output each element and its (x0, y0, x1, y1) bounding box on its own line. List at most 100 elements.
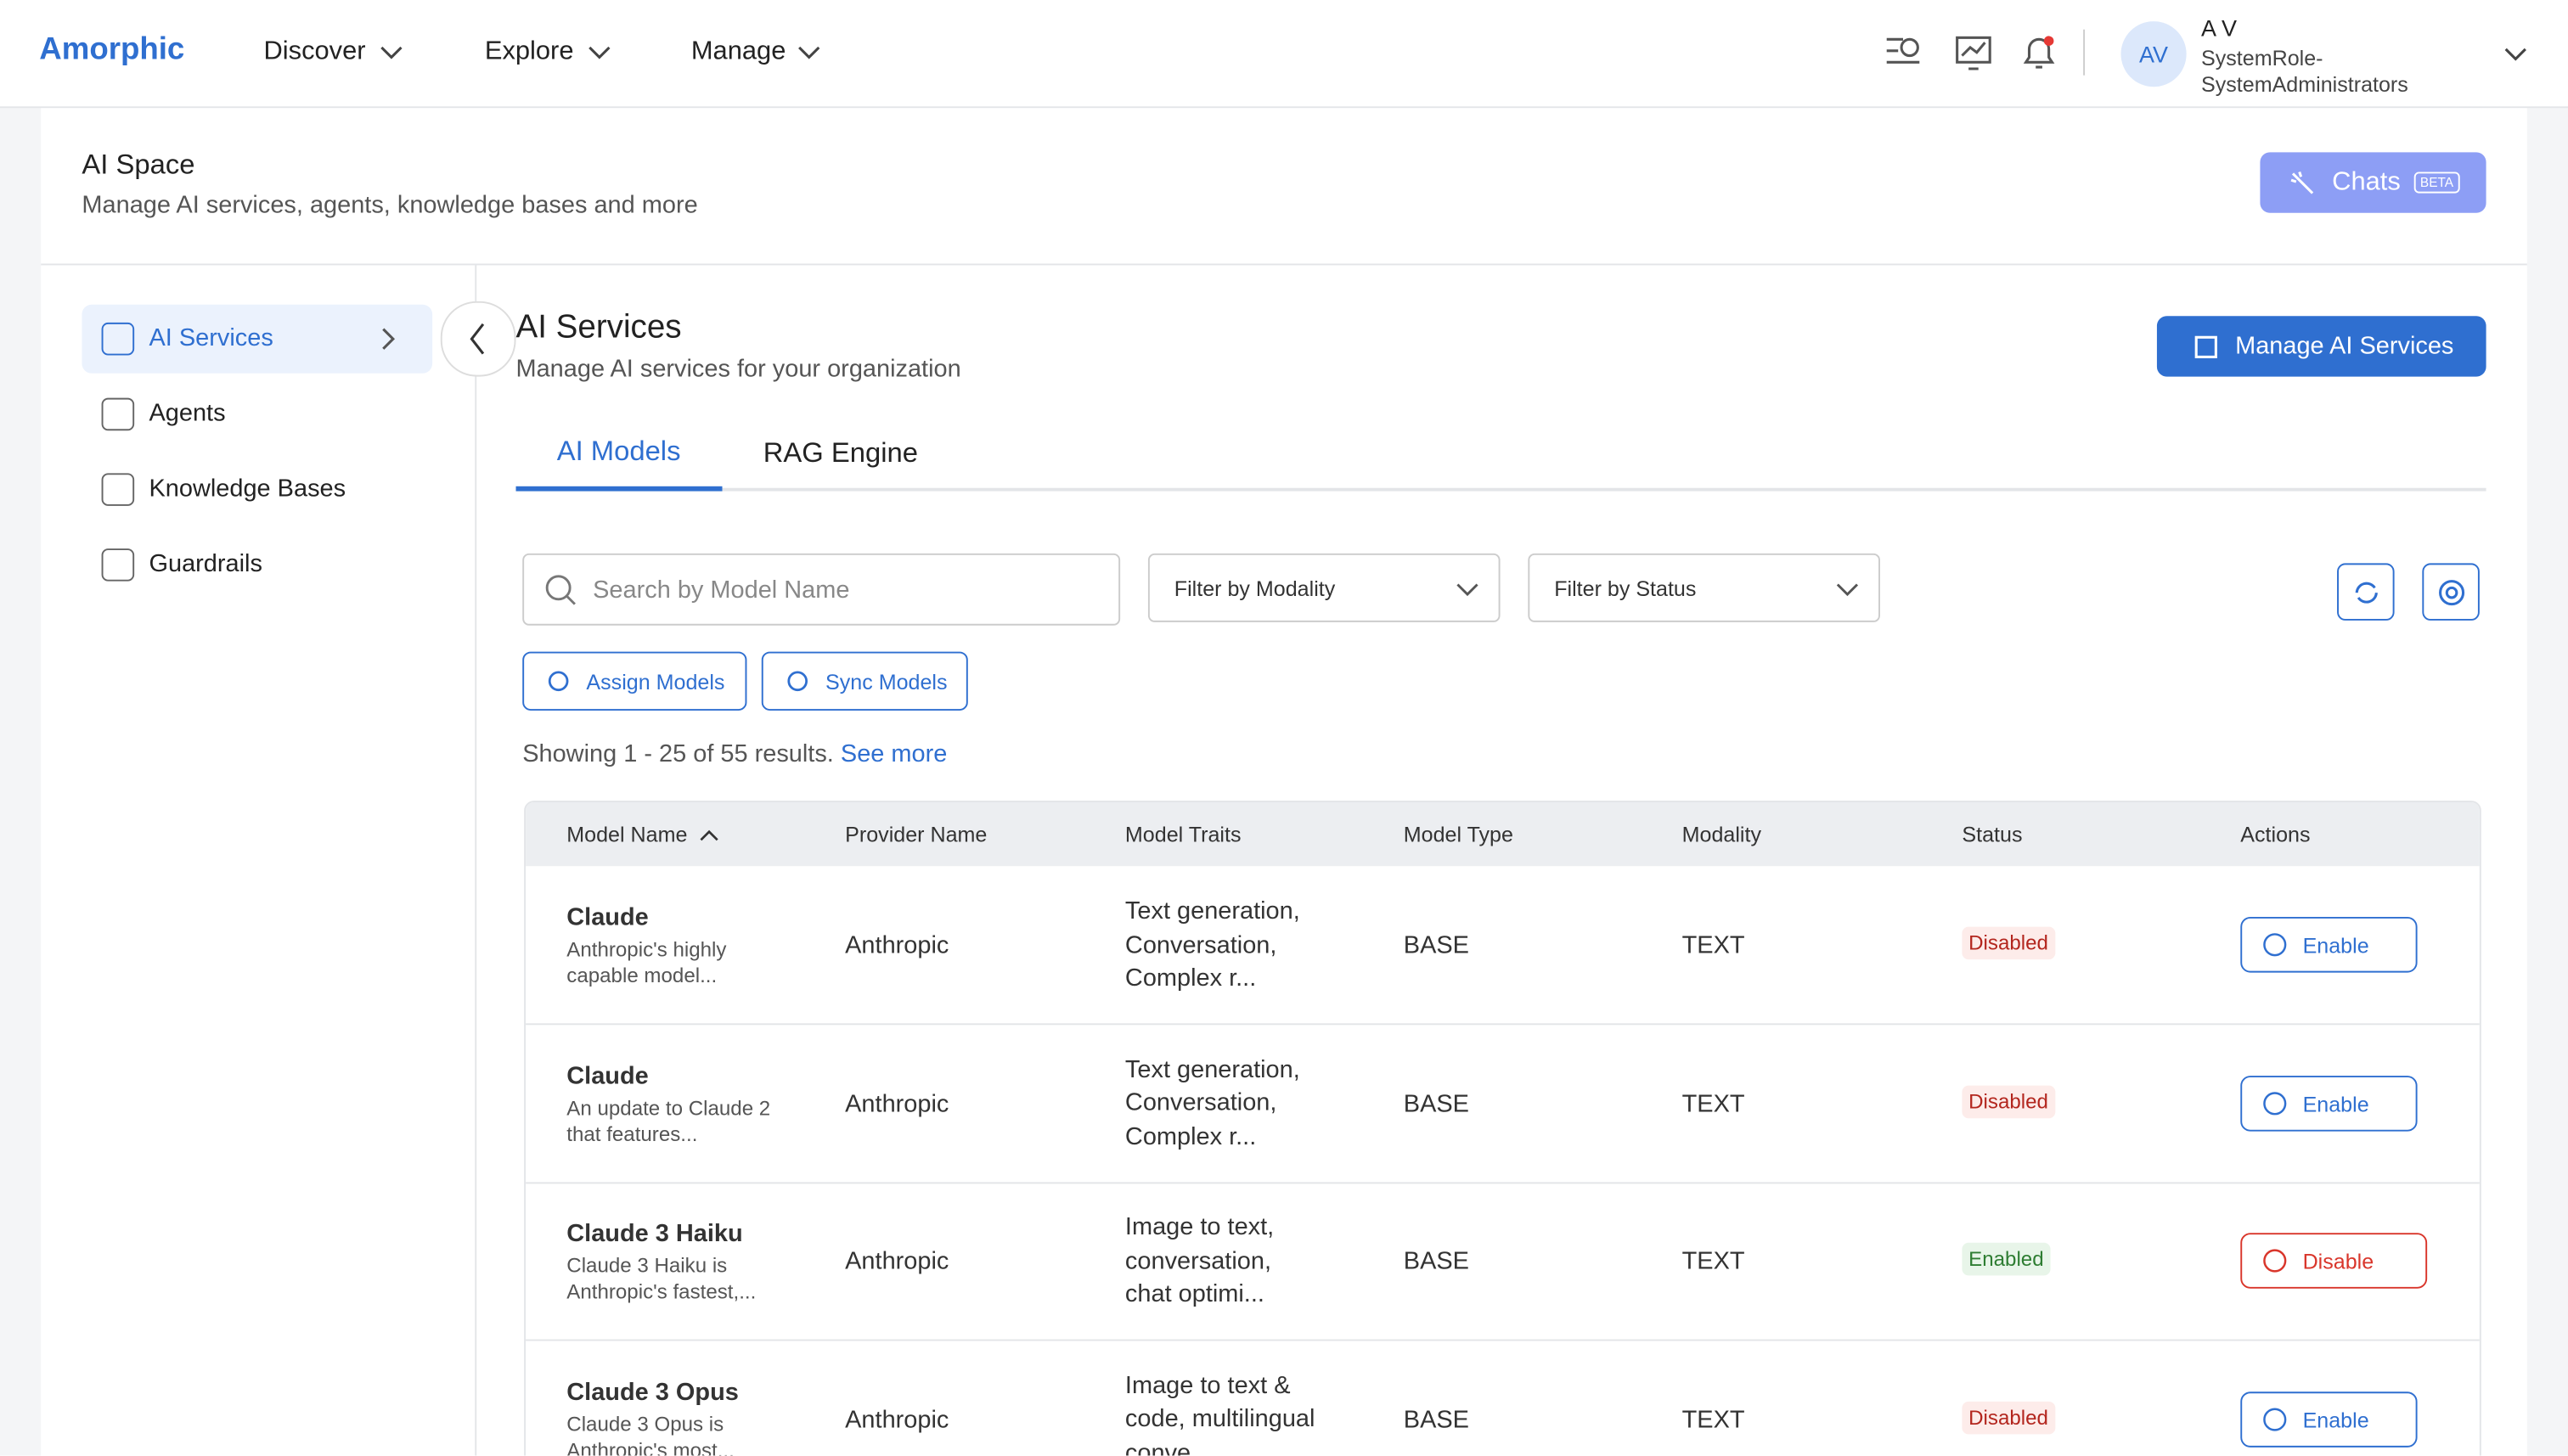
settings-button[interactable] (2422, 563, 2480, 621)
nav-item[interactable]: Manage (690, 37, 786, 66)
traits: Image to text & code, multilingual conve… (1124, 1371, 1315, 1456)
content: AI Space Manage AI services, agents, kno… (41, 108, 2527, 1456)
header-icons[interactable] (1884, 33, 2064, 76)
manage-label: Manage AI Services (2235, 332, 2454, 361)
divider (2083, 29, 2086, 76)
user-name: A V (2200, 14, 2238, 42)
sidebar-item[interactable]: Guardrails (149, 549, 262, 578)
action-icon (548, 671, 569, 692)
row-action-label: Enable (2302, 933, 2369, 958)
tab-indicator (515, 486, 723, 492)
section-subtitle: Manage AI services for your organization (515, 355, 961, 384)
avatar[interactable]: AV (2120, 21, 2187, 87)
column-header: Model Traits (1124, 822, 1242, 847)
models-table: Model Name Provider Name Model Traits Model… (524, 801, 2481, 1456)
row-action-button[interactable]: Enable (2240, 1391, 2418, 1447)
tab-active[interactable]: AI Models (556, 435, 681, 467)
column-header: Model Type (1403, 822, 1513, 847)
sidebar-item[interactable]: AI Services (149, 323, 273, 352)
see-more-link[interactable]: See more (840, 739, 948, 768)
provider: Anthropic (845, 1405, 949, 1434)
action-icon (2263, 1091, 2287, 1115)
search-box[interactable]: Search by Model Name (522, 553, 1121, 626)
sort-icon[interactable] (698, 827, 721, 843)
row-border (526, 1181, 2480, 1183)
modality: TEXT (1681, 931, 1745, 960)
traits: Text generation, Conversation, Complex r… (1124, 1054, 1300, 1150)
sidebar-active (82, 304, 433, 374)
row-action-button[interactable]: Enable (2240, 1075, 2418, 1131)
section-title: AI Services (515, 309, 682, 346)
traits: Image to text, conversation, chat optimi… (1124, 1213, 1275, 1308)
manage-button[interactable]: Manage AI Services (2156, 316, 2486, 377)
modality: TEXT (1681, 1089, 1745, 1118)
sidebar-arrow (382, 328, 396, 350)
action-label: Sync Models (825, 669, 948, 694)
nav-item[interactable]: Explore (484, 37, 574, 66)
provider: Anthropic (845, 1247, 949, 1276)
status-badge: Disabled (1962, 926, 2055, 960)
user-role: SystemRole-SystemAdministrators (2200, 45, 2408, 97)
model-name: Claude 3 Haiku (566, 1219, 743, 1248)
row-action-button[interactable]: Disable (2240, 1233, 2428, 1289)
collapse-button[interactable] (440, 301, 516, 377)
column-header[interactable]: Model Name (566, 822, 688, 847)
column-header: Actions (2240, 822, 2311, 847)
action-button[interactable]: Sync Models (761, 651, 968, 711)
sidebar-icon (101, 473, 135, 506)
model-name: Claude 3 Opus (566, 1377, 739, 1406)
page-subtitle: Manage AI services, agents, knowledge ba… (82, 191, 698, 220)
results-text: Showing 1 - 25 of 55 results. See more (522, 740, 947, 768)
action-label: Assign Models (586, 669, 725, 694)
action-button[interactable]: Assign Models (522, 651, 747, 711)
sidebar-item[interactable]: Knowledge Bases (149, 475, 346, 503)
sidebar-icon (101, 548, 135, 582)
filter-dropdown[interactable]: Filter by Status (1528, 553, 1880, 622)
separator (41, 263, 2527, 266)
tab-line (515, 487, 2486, 492)
model-name: Claude (566, 1061, 649, 1090)
nav-chevrons (380, 46, 820, 59)
column-header: Modality (1681, 822, 1762, 847)
column-header: Status (1962, 822, 2023, 847)
row-action-label: Enable (2302, 1407, 2369, 1432)
provider: Anthropic (845, 931, 949, 960)
chats-button[interactable]: Chats BETA (2260, 152, 2486, 213)
action-icon (2263, 1249, 2287, 1273)
row-action-button[interactable]: Enable (2240, 916, 2418, 973)
status-badge: Enabled (1962, 1242, 2051, 1276)
status-badge: Disabled (1962, 1084, 2055, 1118)
filter-dropdown[interactable]: Filter by Modality (1147, 553, 1501, 622)
filter-chevron (1836, 583, 1859, 597)
sidebar-icon (101, 397, 135, 431)
sidebar-item[interactable]: Agents (149, 399, 226, 428)
model-type: BASE (1403, 931, 1469, 960)
model-type: BASE (1403, 1405, 1469, 1434)
action-icon (2263, 933, 2287, 957)
model-description: Anthropic's highly capable model... (566, 938, 727, 987)
model-name: Claude (566, 903, 649, 932)
traits: Text generation, Conversation, Complex r… (1124, 897, 1300, 992)
top-bar: Amorphic Discover Explore Manage AV A V … (0, 0, 2568, 109)
row-action-label: Enable (2302, 1091, 2369, 1116)
modality: TEXT (1681, 1405, 1745, 1434)
user-chevron[interactable] (2503, 44, 2529, 64)
sidebar-border (475, 265, 477, 1456)
filter-label: Filter by Modality (1174, 576, 1336, 601)
modality: TEXT (1681, 1247, 1745, 1276)
provider: Anthropic (845, 1089, 949, 1118)
row-border (526, 1339, 2480, 1341)
filter-label: Filter by Status (1554, 576, 1697, 601)
action-icon (787, 671, 808, 692)
logo[interactable]: Amorphic (39, 32, 185, 68)
results-count: Showing 1 - 25 of 55 results. (522, 739, 834, 768)
tab[interactable]: RAG Engine (763, 436, 918, 469)
column-header: Provider Name (845, 822, 988, 847)
nav-item[interactable]: Discover (263, 37, 366, 66)
model-description: Claude 3 Opus is Anthropic's most... (566, 1412, 735, 1456)
status-badge: Disabled (1962, 1400, 2055, 1434)
refresh-button[interactable] (2337, 563, 2395, 621)
row-action-label: Disable (2302, 1249, 2374, 1274)
beta-badge: BETA (2413, 171, 2460, 194)
